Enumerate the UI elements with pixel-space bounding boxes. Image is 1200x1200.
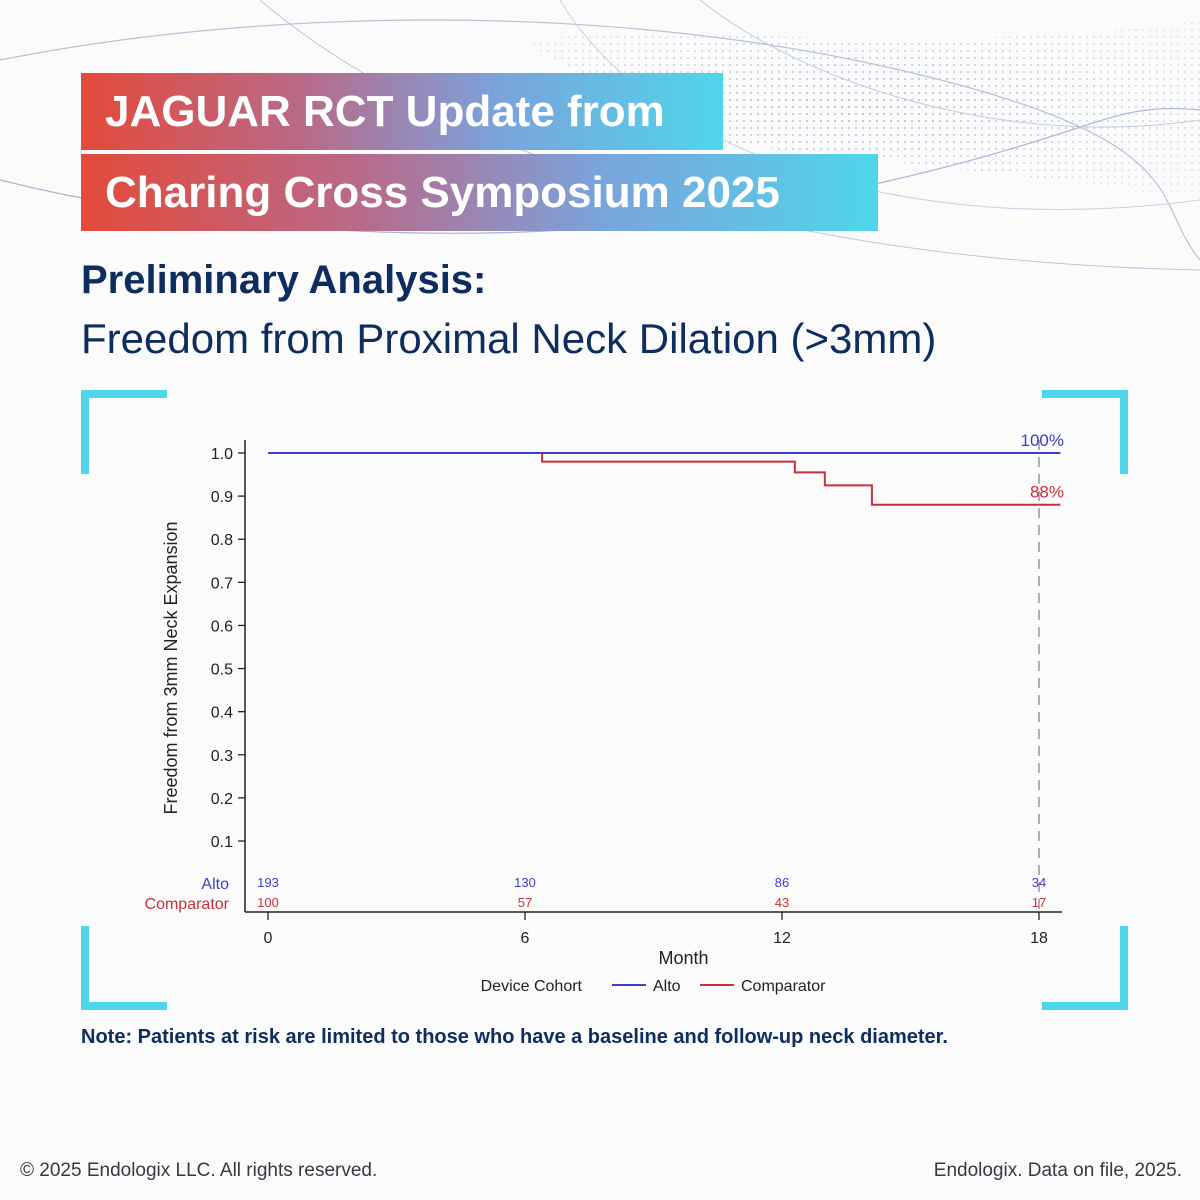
corner-bracket-top-left [81, 390, 167, 474]
y-tick-label: 0.2 [211, 791, 233, 808]
series-line-comparator [268, 452, 1061, 506]
footnote: Note: Patients at risk are limited to th… [81, 1026, 948, 1048]
at-risk-row-label-comparator: Comparator [145, 896, 230, 913]
at-risk-count: 57 [518, 895, 532, 910]
y-tick-label: 1.0 [211, 446, 233, 463]
section-heading: Preliminary Analysis: [81, 258, 487, 302]
y-tick-label: 0.5 [211, 662, 233, 679]
x-axis-label: Month [658, 948, 708, 968]
at-risk-count: 100 [257, 895, 279, 910]
at-risk-count: 130 [514, 875, 536, 890]
at-risk-count: 86 [775, 875, 789, 890]
legend-label-alto: Alto [653, 978, 681, 995]
y-axis-label: Freedom from 3mm Neck Expansion [161, 521, 181, 814]
y-tick-label: 0.7 [211, 575, 233, 592]
corner-bracket-bottom-right [1042, 926, 1128, 1010]
y-tick-label: 0.1 [211, 834, 233, 851]
end-label-comparator: 88% [1030, 483, 1064, 502]
chart-title: Freedom from Proximal Neck Dilation (>3m… [81, 315, 937, 362]
copyright-text: © 2025 Endologix LLC. All rights reserve… [20, 1160, 378, 1181]
y-tick-label: 0.4 [211, 705, 233, 722]
y-tick-label: 0.8 [211, 532, 233, 549]
y-tick-label: 0.9 [211, 489, 233, 506]
x-tick-label: 12 [773, 930, 791, 947]
x-tick-label: 0 [264, 930, 273, 947]
x-tick-label: 18 [1030, 930, 1048, 947]
at-risk-row-label-alto: Alto [201, 876, 229, 893]
corner-bracket-top-right [1042, 390, 1128, 474]
at-risk-count: 193 [257, 875, 279, 890]
at-risk-count: 34 [1032, 875, 1046, 890]
legend-title: Device Cohort [481, 978, 583, 995]
source-text: Endologix. Data on file, 2025. [933, 1160, 1182, 1181]
title-banner-line-2: Charing Cross Symposium 2025 [81, 154, 878, 231]
corner-bracket-bottom-left [81, 926, 167, 1010]
legend-label-comparator: Comparator [741, 978, 826, 995]
title-banner-line-1: JAGUAR RCT Update from [81, 73, 723, 150]
at-risk-count: 43 [775, 895, 789, 910]
y-tick-label: 0.3 [211, 748, 233, 765]
x-tick-label: 6 [521, 930, 530, 947]
at-risk-count: 17 [1032, 895, 1046, 910]
y-tick-label: 0.6 [211, 618, 233, 635]
end-label-alto: 100% [1021, 431, 1064, 450]
